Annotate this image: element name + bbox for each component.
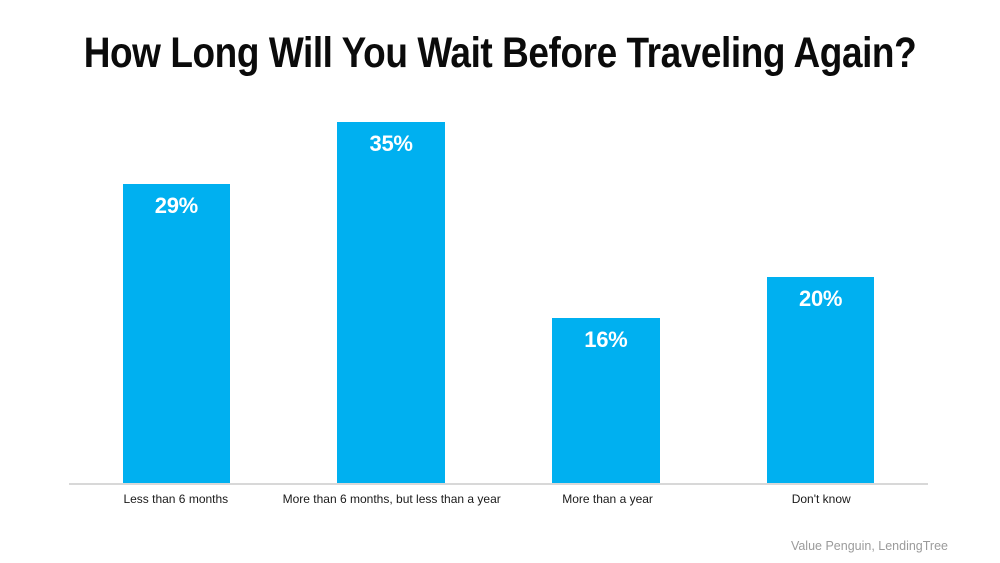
bar-value-label: 29% <box>154 192 198 218</box>
bar-value-label: 20% <box>799 285 843 311</box>
category-labels: Less than 6 months More than 6 months, bu… <box>69 492 928 506</box>
bar-slot-don-t-know: 20% <box>713 122 928 483</box>
category-label-don-t-know: Don't know <box>791 492 851 506</box>
bar-slot-more-than-6-months-but-less-than-a-year: 35% <box>284 122 499 483</box>
category-label-less-than-6-months: Less than 6 months <box>123 492 229 506</box>
bar-more-than-a-year: 16% <box>552 317 660 483</box>
bar-slot-more-than-a-year: 16% <box>499 122 714 483</box>
category-label-more-than-a-year: More than a year <box>562 492 653 506</box>
plot-area: 29% 35% 16% 20% <box>69 122 928 483</box>
bar-don-t-know: 20% <box>766 276 875 483</box>
source-attribution: Value Penguin, LendingTree <box>790 539 948 553</box>
bar-value-label: 35% <box>369 131 413 157</box>
bar-value-label: 16% <box>584 326 628 352</box>
category-label-more-than-6-months-but-less-than-a-year: More than 6 months, but less than a year <box>282 492 501 506</box>
chart-title: How Long Will You Wait Before Traveling … <box>83 29 917 77</box>
bar-slot-less-than-6-months: 29% <box>69 122 284 483</box>
bar-less-than-6-months: 29% <box>122 183 231 483</box>
bar-more-than-6-months-but-less-than-a-year: 35% <box>337 122 445 483</box>
x-axis-line <box>69 483 928 485</box>
